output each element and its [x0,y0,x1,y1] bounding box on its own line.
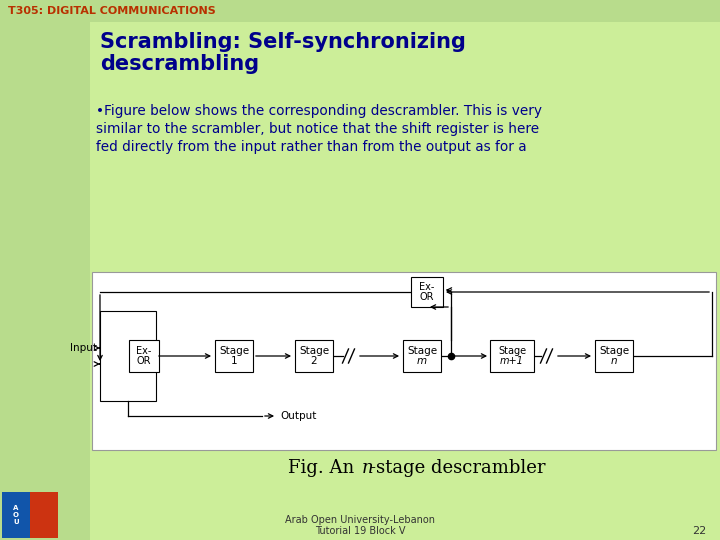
Text: •Figure below shows the corresponding descrambler. This is very: •Figure below shows the corresponding de… [96,104,542,118]
Text: m: m [417,356,427,366]
Text: similar to the scrambler, but notice that the shift register is here: similar to the scrambler, but notice tha… [96,122,539,136]
Text: Stage: Stage [599,346,629,356]
Bar [595,340,633,372]
Text: -stage descrambler: -stage descrambler [370,459,546,477]
Bar [215,340,253,372]
Text: Stage: Stage [299,346,329,356]
Bar [129,340,159,372]
Text: 22: 22 [692,526,706,536]
Bar [92,272,716,450]
Text: n: n [611,356,617,366]
Text: 2: 2 [311,356,318,366]
Bar [90,22,720,540]
Text: Ex-: Ex- [419,282,435,292]
Text: Stage: Stage [407,346,437,356]
Text: Arab Open University-Lebanon: Arab Open University-Lebanon [285,515,435,525]
Bar [140,454,520,482]
Bar [2,492,30,538]
Bar [403,340,441,372]
Bar [0,22,90,540]
Text: OR: OR [137,356,151,366]
Text: A
O
U: A O U [13,505,19,525]
Text: Fig. An: Fig. An [288,459,360,477]
Bar [30,492,58,538]
Text: Scrambling: Self-synchronizing: Scrambling: Self-synchronizing [100,32,466,52]
Bar [490,340,534,372]
Text: descrambling: descrambling [100,54,259,74]
Text: Output: Output [280,411,316,421]
Text: Input: Input [70,343,97,353]
Text: Ex-: Ex- [136,346,152,356]
Text: n: n [362,459,374,477]
Text: Stage: Stage [219,346,249,356]
Bar [295,340,333,372]
Text: Tutorial 19 Block V: Tutorial 19 Block V [315,526,405,536]
Bar [100,311,156,401]
Bar [411,277,443,307]
Text: OR: OR [420,292,434,302]
Text: 1: 1 [230,356,238,366]
Text: T305: DIGITAL COMMUNICATIONS: T305: DIGITAL COMMUNICATIONS [8,6,216,16]
Text: m+1: m+1 [500,356,524,366]
Text: Stage: Stage [498,346,526,356]
Text: fed directly from the input rather than from the output as for a: fed directly from the input rather than … [96,140,526,154]
Bar [0,0,720,22]
